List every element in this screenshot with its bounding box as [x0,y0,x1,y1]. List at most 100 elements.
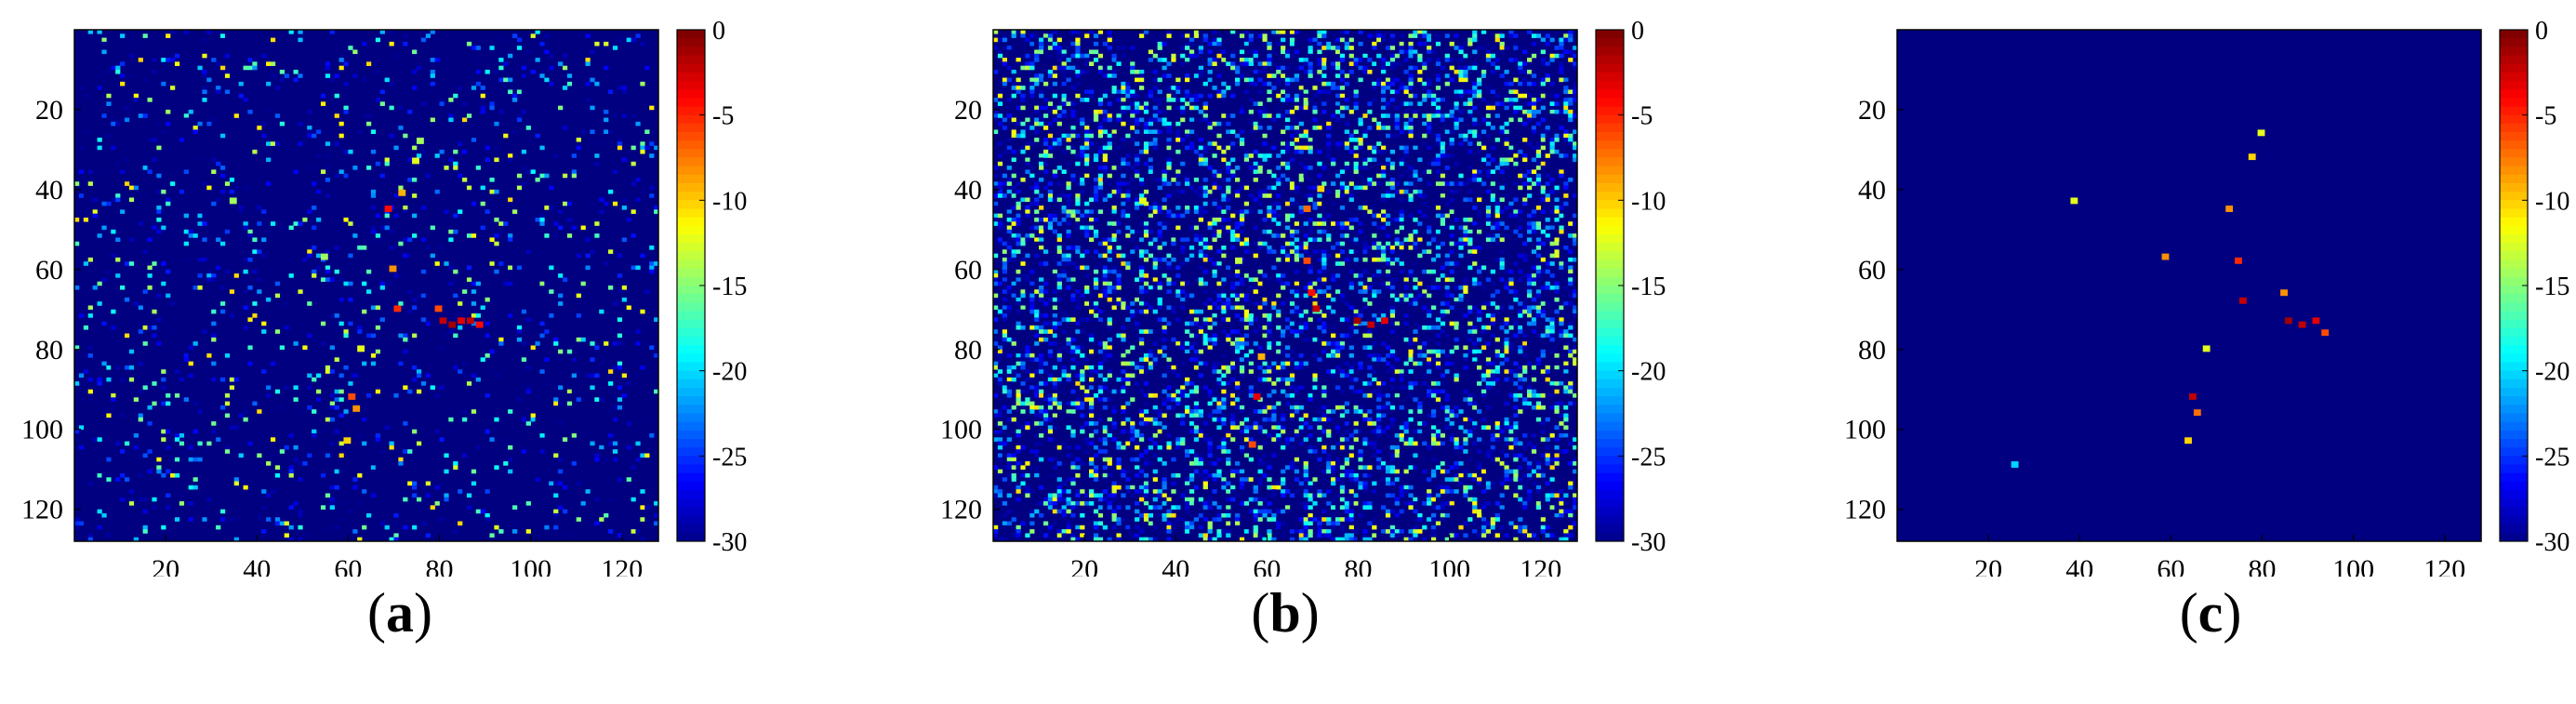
heatmap-cell [453,461,458,466]
heatmap-cell [1267,58,1272,62]
heatmap-cell [202,213,207,219]
heatmap-cell [1463,133,1468,139]
heatmap-cell [585,265,591,271]
heatmap-cell [1385,109,1391,114]
heatmap-cell [1499,93,1505,99]
heatmap-cell [1298,173,1304,179]
heatmap-cell [403,497,408,502]
heatmap-cell [325,369,331,374]
heatmap-cell [544,206,550,210]
heatmap-cell [1312,221,1318,226]
heatmap-cell [1125,246,1131,250]
heatmap-cell [398,301,404,306]
heatmap-cell [516,166,523,170]
heatmap-cell [1061,61,1067,66]
heatmap-cell [594,81,600,86]
heatmap-cell [1285,81,1291,86]
heatmap-cell [78,425,85,430]
heatmap-cell [1559,241,1564,246]
heatmap-cell [357,501,363,506]
heatmap-cell [1522,157,1528,163]
heatmap-cell [1413,101,1418,106]
heatmap-cell [343,365,349,370]
colorbar-segment [677,30,705,39]
heatmap-cell [133,301,139,306]
heatmap-cell [1308,265,1313,271]
heatmap-cell [1472,246,1478,250]
heatmap-cell [74,241,80,246]
heatmap-cell [183,30,189,34]
heatmap-cell [1034,225,1040,231]
heatmap-cell [1116,269,1122,274]
heatmap-cell [1573,249,1578,254]
heatmap-cell [1020,53,1026,59]
heatmap-cell [617,361,623,366]
heatmap-cell [1522,81,1528,86]
heatmap-cell [161,485,166,490]
heatmap-cell [649,246,655,250]
heatmap-cell [1039,225,1044,231]
heatmap-cell [562,86,568,90]
heatmap-cell [1006,46,1012,50]
heatmap-cell [626,181,631,186]
heatmap-cell [1481,121,1487,126]
heatmap-cell [133,397,139,402]
heatmap-cell [521,206,527,210]
heatmap-cell [1011,281,1016,286]
heatmap-cell [243,225,248,231]
heatmap-cell [1066,201,1071,206]
heatmap-cell [1362,161,1368,166]
heatmap-cell [1367,145,1373,151]
heatmap-cell [1490,69,1495,74]
heatmap-cell [1298,225,1304,231]
heatmap-cell [1185,209,1190,214]
heatmap-cell [1097,181,1104,186]
heatmap-cell [1535,49,1542,55]
heatmap-cell [106,201,112,206]
heatmap-cell [1148,49,1154,55]
heatmap-cell [612,457,618,462]
heatmap-cell [1253,30,1258,34]
heatmap-cell [1116,89,1122,95]
heatmap-cell [1535,126,1542,130]
heatmap-cell [1107,193,1112,198]
heatmap-cell [1540,161,1546,166]
heatmap-cell [1348,93,1354,99]
heatmap-cell [403,41,408,46]
heatmap-cell [1317,49,1322,55]
heatmap-cell [1339,105,1346,111]
heatmap-cell [366,166,372,170]
heatmap-cell [174,373,180,379]
heatmap-cell [183,117,189,123]
heatmap-cell [1422,113,1427,118]
heatmap-cell [1262,193,1268,198]
heatmap-cell [1139,33,1145,38]
heatmap-cell [1472,49,1478,55]
heatmap-cell [1285,89,1291,95]
heatmap-cell [1281,217,1286,222]
heatmap-cell [78,193,85,198]
heatmap-cell [197,457,203,462]
heatmap-cell [1130,121,1135,126]
heatmap-cell [211,421,217,426]
heatmap-cell [115,365,121,370]
heatmap-cell [1080,225,1085,231]
heatmap-cell [1285,98,1291,102]
heatmap-cell [1403,233,1409,238]
heatmap-cell [1193,93,1200,99]
heatmap-cell [1535,105,1542,111]
heatmap-cell [1257,193,1263,198]
heatmap-cell [312,129,317,135]
heatmap-cell [576,397,581,402]
heatmap-cell [1372,81,1377,86]
heatmap-cell [247,65,253,71]
heatmap-cell [1467,225,1473,231]
heatmap-cell [1481,213,1487,219]
heatmap-cell [1403,89,1409,95]
heatmap-cell [1559,41,1564,46]
heatmap-cell [156,145,162,151]
heatmap-cell [257,221,262,226]
heatmap-cell [1527,93,1533,99]
heatmap-cell [206,233,212,238]
heatmap-cell [1427,113,1432,118]
